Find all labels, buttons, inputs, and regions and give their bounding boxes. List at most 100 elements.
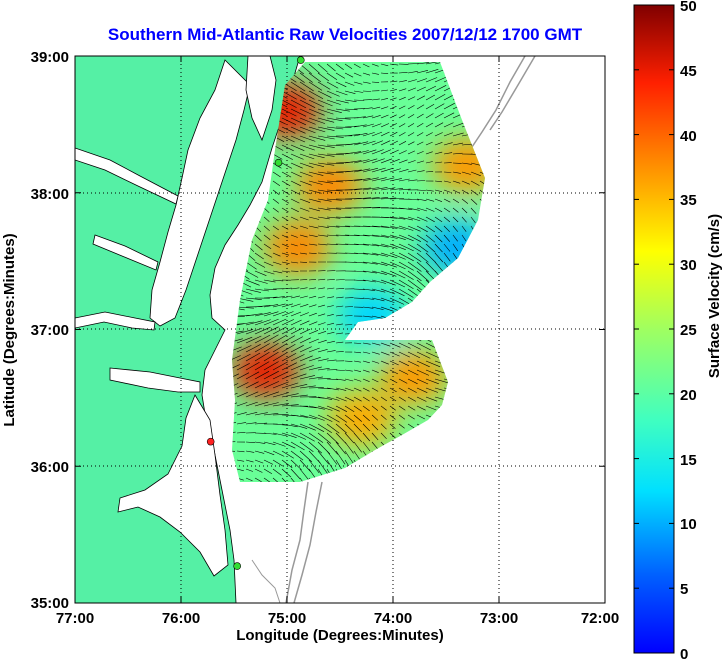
- velocity-arrow: [299, 320, 310, 326]
- velocity-arrow: [398, 342, 411, 349]
- velocity-arrow: [254, 270, 267, 276]
- velocity-arrow: [317, 135, 335, 140]
- velocity-arrow: [425, 198, 435, 202]
- velocity-arrow: [407, 63, 419, 65]
- velocity-arrow: [317, 322, 326, 326]
- velocity-arrow: [434, 122, 444, 128]
- velocity-arrow: [281, 171, 292, 178]
- velocity-arrow: [362, 207, 381, 209]
- velocity-arrow: [281, 243, 289, 247]
- velocity-arrow: [281, 459, 293, 469]
- velocity-arrow: [335, 396, 347, 402]
- velocity-arrow: [335, 351, 344, 353]
- velocity-arrow: [263, 270, 275, 275]
- velocity-arrow: [362, 414, 370, 422]
- velocity-arrow: [362, 396, 370, 402]
- velocity-arrow: [335, 117, 351, 120]
- velocity-arrow: [254, 288, 269, 292]
- velocity-arrow: [326, 234, 339, 237]
- velocity-arrow: [335, 243, 349, 245]
- velocity-arrow: [416, 104, 425, 110]
- velocity-arrow: [380, 288, 396, 295]
- velocity-arrow: [434, 216, 443, 223]
- velocity-arrow: [353, 178, 371, 182]
- velocity-arrow: [416, 151, 424, 155]
- velocity-arrow: [272, 468, 282, 476]
- velocity-arrow: [290, 450, 304, 461]
- velocity-arrow: [263, 432, 277, 435]
- y-tick-label: 35:00: [31, 595, 69, 612]
- velocity-arrow: [425, 141, 433, 146]
- velocity-arrow: [371, 261, 388, 266]
- velocity-arrow: [290, 311, 302, 317]
- velocity-arrow: [344, 243, 359, 245]
- velocity-arrow: [290, 207, 299, 213]
- velocity-arrow: [281, 252, 290, 256]
- velocity-arrow: [272, 243, 280, 248]
- velocity-arrow: [398, 261, 414, 271]
- velocity-arrow: [290, 243, 298, 247]
- colorbar-ticks: [634, 4, 674, 654]
- velocity-arrow: [317, 234, 329, 237]
- velocity-arrow: [416, 387, 428, 393]
- velocity-arrow: [317, 432, 332, 444]
- velocity-arrow: [398, 88, 407, 92]
- rappahannock-river: [92, 234, 159, 271]
- velocity-arrow: [281, 423, 298, 428]
- velocity-arrow: [236, 459, 245, 462]
- velocity-arrow: [263, 234, 271, 241]
- velocity-arrow: [308, 330, 319, 335]
- velocity-arrow: [272, 270, 283, 274]
- velocity-arrow: [353, 187, 371, 191]
- velocity-arrow: [344, 108, 358, 111]
- velocity-arrow: [353, 279, 366, 282]
- velocity-arrow: [371, 396, 379, 402]
- velocity-arrow: [380, 167, 394, 173]
- velocity-arrow: [389, 97, 397, 101]
- velocity-arrow: [308, 144, 326, 150]
- velocity-arrow: [335, 414, 348, 423]
- velocity-arrow: [344, 324, 353, 326]
- velocity-arrow: [263, 381, 280, 389]
- velocity-arrow: [326, 72, 338, 80]
- velocity-arrow: [398, 270, 414, 280]
- velocity-arrow: [308, 207, 320, 212]
- velocity-arrow: [416, 405, 426, 411]
- velocity-arrow: [416, 132, 424, 137]
- velocity-arrow: [362, 123, 374, 128]
- velocity-arrow: [407, 150, 416, 155]
- colorbar-tick-label: 0: [680, 646, 688, 659]
- velocity-arrow: [281, 117, 297, 125]
- velocity-arrow: [335, 72, 346, 79]
- velocity-arrow: [299, 126, 316, 134]
- velocity-arrow: [344, 160, 362, 164]
- velocity-arrow: [371, 387, 379, 392]
- velocity-arrow: [263, 207, 270, 213]
- velocity-arrow: [344, 396, 355, 402]
- velocity-arrow: [353, 369, 362, 372]
- velocity-arrow: [380, 306, 394, 312]
- velocity-arrow: [317, 378, 331, 380]
- velocity-arrow: [425, 171, 434, 173]
- velocity-arrow: [434, 189, 443, 192]
- velocity-arrow: [317, 216, 330, 220]
- velocity-arrow: [326, 189, 343, 192]
- velocity-arrow: [299, 63, 312, 75]
- velocity-arrow: [245, 270, 259, 278]
- velocity-arrow: [371, 306, 384, 310]
- velocity-arrow: [317, 153, 335, 157]
- velocity-arrow: [398, 159, 408, 164]
- radar-station-marker: [233, 562, 241, 570]
- velocity-arrow: [362, 81, 371, 84]
- velocity-arrow: [263, 279, 276, 283]
- james-river: [75, 311, 156, 331]
- velocity-arrow: [407, 387, 417, 393]
- velocity-arrow: [371, 234, 389, 238]
- velocity-arrow: [263, 477, 272, 482]
- velocity-arrow: [236, 450, 245, 453]
- velocity-arrow: [344, 369, 353, 372]
- velocity-arrow: [232, 422, 237, 425]
- velocity-arrow: [425, 378, 439, 385]
- velocity-arrow: [326, 207, 342, 210]
- velocity-arrow: [335, 207, 352, 209]
